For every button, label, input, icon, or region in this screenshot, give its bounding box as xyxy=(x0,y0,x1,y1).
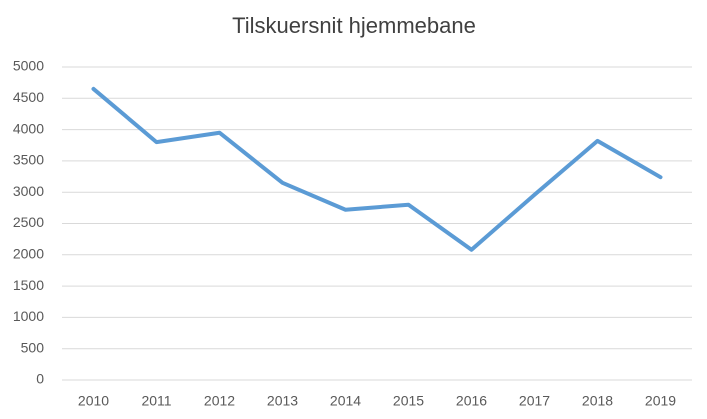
x-tick-label: 2012 xyxy=(204,393,235,409)
x-tick-label: 2019 xyxy=(645,393,676,409)
x-tick-label: 2010 xyxy=(78,393,109,409)
x-tick-label: 2014 xyxy=(330,393,361,409)
y-tick-label: 4500 xyxy=(13,89,44,105)
y-tick-label: 2000 xyxy=(13,246,44,262)
y-tick-label: 3500 xyxy=(13,152,44,168)
x-tick-label: 2017 xyxy=(519,393,550,409)
y-tick-label: 500 xyxy=(21,339,45,355)
x-tick-label: 2013 xyxy=(267,393,298,409)
x-tick-label: 2018 xyxy=(582,393,613,409)
y-tick-label: 1000 xyxy=(13,308,44,324)
y-tick-label: 2500 xyxy=(13,214,44,230)
x-tick-label: 2011 xyxy=(141,393,171,409)
y-tick-label: 1500 xyxy=(13,277,44,293)
x-tick-label: 2016 xyxy=(456,393,487,409)
y-tick-label: 4000 xyxy=(13,120,44,136)
y-tick-label: 5000 xyxy=(13,58,44,74)
y-tick-label: 3000 xyxy=(13,183,44,199)
chart-title: Tilskuersnit hjemmebane xyxy=(232,13,476,38)
y-tick-label: 0 xyxy=(36,371,44,387)
data-line xyxy=(91,86,663,252)
x-tick-label: 2015 xyxy=(393,393,424,409)
